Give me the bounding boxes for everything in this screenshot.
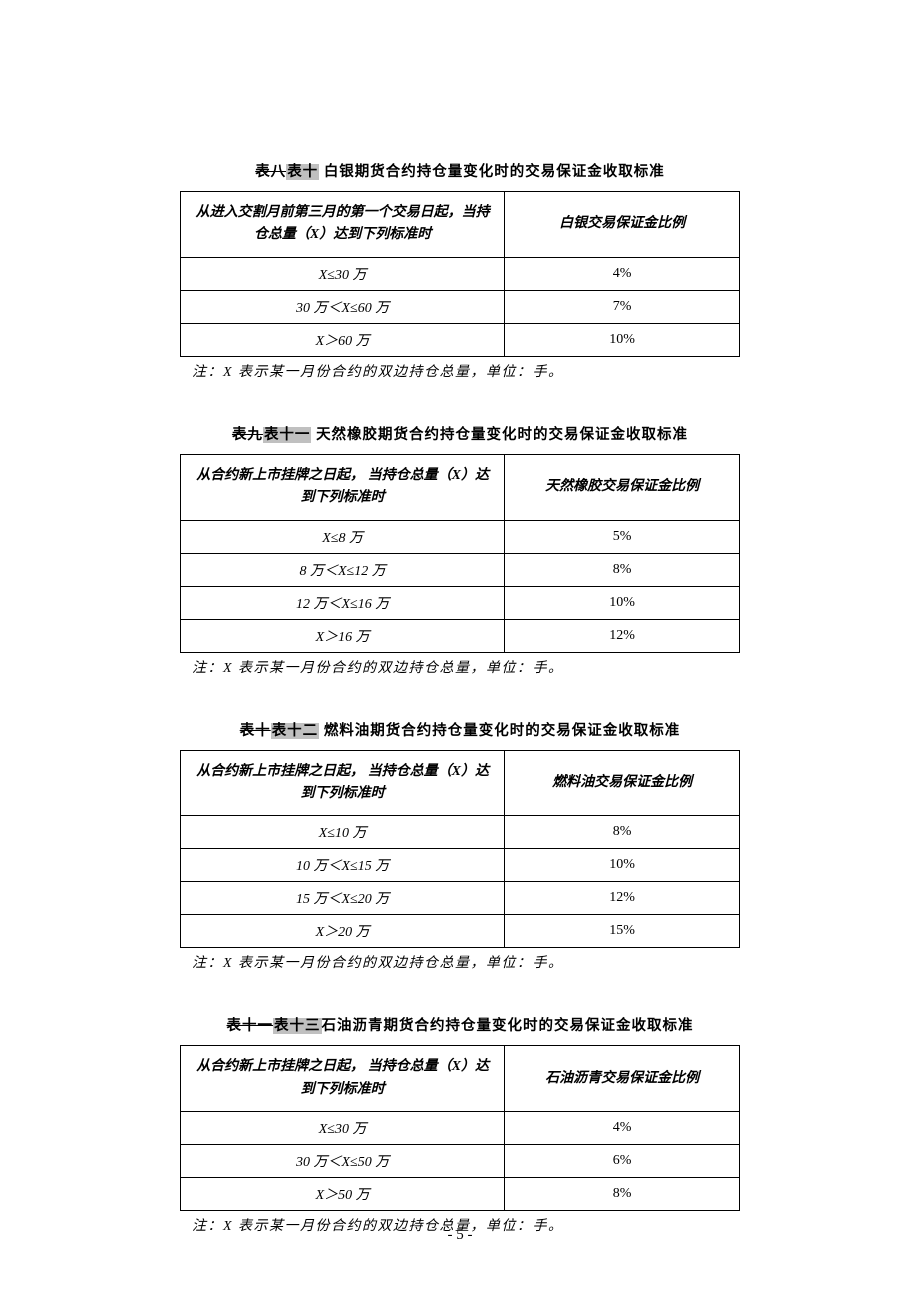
cell-ratio: 4% <box>505 1112 740 1145</box>
caption-asphalt: 表十一表十三石油沥青期货合约持仓量变化时的交易保证金收取标准 <box>180 1014 740 1035</box>
caption-tail: 石油沥青期货合约持仓量变化时的交易保证金收取标准 <box>322 1018 694 1034</box>
table-header-row: 从合约新上市挂牌之日起， 当持仓总量（X）达到下列标准时 石油沥青交易保证金比例 <box>181 1046 740 1112</box>
caption-strike: 表十一 <box>227 1018 274 1034</box>
cell-condition: X≤30 万 <box>181 1112 505 1145</box>
caption-insert: 表十三 <box>273 1018 322 1034</box>
cell-condition: 12 万＜X≤16 万 <box>181 586 505 619</box>
section-rubber: 表九表十一 天然橡胶期货合约持仓量变化时的交易保证金收取标准 从合约新上市挂牌之… <box>180 423 740 677</box>
table-row: X≤8 万5% <box>181 520 740 553</box>
page-content: 表八表十 白银期货合约持仓量变化时的交易保证金收取标准 从进入交割月前第三月的第… <box>0 0 920 1235</box>
header-ratio: 白银交易保证金比例 <box>505 192 740 258</box>
caption-strike: 表九 <box>232 427 263 443</box>
header-condition: 从合约新上市挂牌之日起， 当持仓总量（X）达到下列标准时 <box>181 454 505 520</box>
table-row: 12 万＜X≤16 万10% <box>181 586 740 619</box>
header-ratio: 石油沥青交易保证金比例 <box>505 1046 740 1112</box>
table-row: X≤30 万4% <box>181 257 740 290</box>
cell-condition: X＞16 万 <box>181 619 505 652</box>
cell-condition: 8 万＜X≤12 万 <box>181 553 505 586</box>
table-header-row: 从合约新上市挂牌之日起， 当持仓总量（X）达到下列标准时 燃料油交易保证金比例 <box>181 750 740 816</box>
header-condition: 从合约新上市挂牌之日起， 当持仓总量（X）达到下列标准时 <box>181 1046 505 1112</box>
caption-rubber: 表九表十一 天然橡胶期货合约持仓量变化时的交易保证金收取标准 <box>180 423 740 444</box>
caption-silver: 表八表十 白银期货合约持仓量变化时的交易保证金收取标准 <box>180 160 740 181</box>
caption-tail: 燃料油期货合约持仓量变化时的交易保证金收取标准 <box>319 723 680 739</box>
cell-condition: X＞50 万 <box>181 1178 505 1211</box>
caption-strike: 表八 <box>255 164 286 180</box>
table-row: 8 万＜X≤12 万8% <box>181 553 740 586</box>
cell-condition: X＞60 万 <box>181 323 505 356</box>
table-row: X＞50 万8% <box>181 1178 740 1211</box>
cell-condition: 30 万＜X≤60 万 <box>181 290 505 323</box>
table-row: X＞60 万10% <box>181 323 740 356</box>
table-header-row: 从合约新上市挂牌之日起， 当持仓总量（X）达到下列标准时 天然橡胶交易保证金比例 <box>181 454 740 520</box>
cell-condition: 15 万＜X≤20 万 <box>181 882 505 915</box>
table-note: 注：X 表示某一月份合约的双边持仓总量，单位：手。 <box>180 952 740 972</box>
table-fueloil: 从合约新上市挂牌之日起， 当持仓总量（X）达到下列标准时 燃料油交易保证金比例 … <box>180 750 740 949</box>
section-silver: 表八表十 白银期货合约持仓量变化时的交易保证金收取标准 从进入交割月前第三月的第… <box>180 160 740 381</box>
header-ratio: 天然橡胶交易保证金比例 <box>505 454 740 520</box>
cell-condition: 10 万＜X≤15 万 <box>181 849 505 882</box>
cell-ratio: 15% <box>505 915 740 948</box>
cell-ratio: 12% <box>505 619 740 652</box>
cell-ratio: 4% <box>505 257 740 290</box>
cell-condition: X≤30 万 <box>181 257 505 290</box>
table-row: 30 万＜X≤60 万7% <box>181 290 740 323</box>
cell-ratio: 8% <box>505 816 740 849</box>
table-asphalt: 从合约新上市挂牌之日起， 当持仓总量（X）达到下列标准时 石油沥青交易保证金比例… <box>180 1045 740 1211</box>
cell-ratio: 6% <box>505 1145 740 1178</box>
table-note: 注：X 表示某一月份合约的双边持仓总量，单位：手。 <box>180 657 740 677</box>
cell-ratio: 10% <box>505 849 740 882</box>
cell-condition: X≤10 万 <box>181 816 505 849</box>
caption-insert: 表十二 <box>271 723 320 739</box>
table-row: X＞20 万15% <box>181 915 740 948</box>
caption-strike: 表十 <box>240 723 271 739</box>
header-condition: 从进入交割月前第三月的第一个交易日起，当持仓总量（X）达到下列标准时 <box>181 192 505 258</box>
caption-fueloil: 表十表十二 燃料油期货合约持仓量变化时的交易保证金收取标准 <box>180 719 740 740</box>
table-row: 30 万＜X≤50 万6% <box>181 1145 740 1178</box>
table-row: X≤30 万4% <box>181 1112 740 1145</box>
table-row: 15 万＜X≤20 万12% <box>181 882 740 915</box>
table-row: X＞16 万12% <box>181 619 740 652</box>
table-row: X≤10 万8% <box>181 816 740 849</box>
page-number: - 5 - <box>0 1227 920 1244</box>
cell-ratio: 7% <box>505 290 740 323</box>
header-condition: 从合约新上市挂牌之日起， 当持仓总量（X）达到下列标准时 <box>181 750 505 816</box>
cell-ratio: 8% <box>505 553 740 586</box>
cell-ratio: 10% <box>505 586 740 619</box>
caption-insert: 表十 <box>286 164 319 180</box>
section-fueloil: 表十表十二 燃料油期货合约持仓量变化时的交易保证金收取标准 从合约新上市挂牌之日… <box>180 719 740 973</box>
cell-condition: 30 万＜X≤50 万 <box>181 1145 505 1178</box>
table-rubber: 从合约新上市挂牌之日起， 当持仓总量（X）达到下列标准时 天然橡胶交易保证金比例… <box>180 454 740 653</box>
cell-condition: X≤8 万 <box>181 520 505 553</box>
cell-ratio: 8% <box>505 1178 740 1211</box>
cell-ratio: 10% <box>505 323 740 356</box>
caption-insert: 表十一 <box>263 427 312 443</box>
cell-ratio: 5% <box>505 520 740 553</box>
table-header-row: 从进入交割月前第三月的第一个交易日起，当持仓总量（X）达到下列标准时 白银交易保… <box>181 192 740 258</box>
table-note: 注：X 表示某一月份合约的双边持仓总量，单位：手。 <box>180 361 740 381</box>
section-asphalt: 表十一表十三石油沥青期货合约持仓量变化时的交易保证金收取标准 从合约新上市挂牌之… <box>180 1014 740 1235</box>
caption-tail: 白银期货合约持仓量变化时的交易保证金收取标准 <box>319 164 665 180</box>
table-silver: 从进入交割月前第三月的第一个交易日起，当持仓总量（X）达到下列标准时 白银交易保… <box>180 191 740 357</box>
table-row: 10 万＜X≤15 万10% <box>181 849 740 882</box>
cell-condition: X＞20 万 <box>181 915 505 948</box>
caption-tail: 天然橡胶期货合约持仓量变化时的交易保证金收取标准 <box>311 427 688 443</box>
header-ratio: 燃料油交易保证金比例 <box>505 750 740 816</box>
cell-ratio: 12% <box>505 882 740 915</box>
